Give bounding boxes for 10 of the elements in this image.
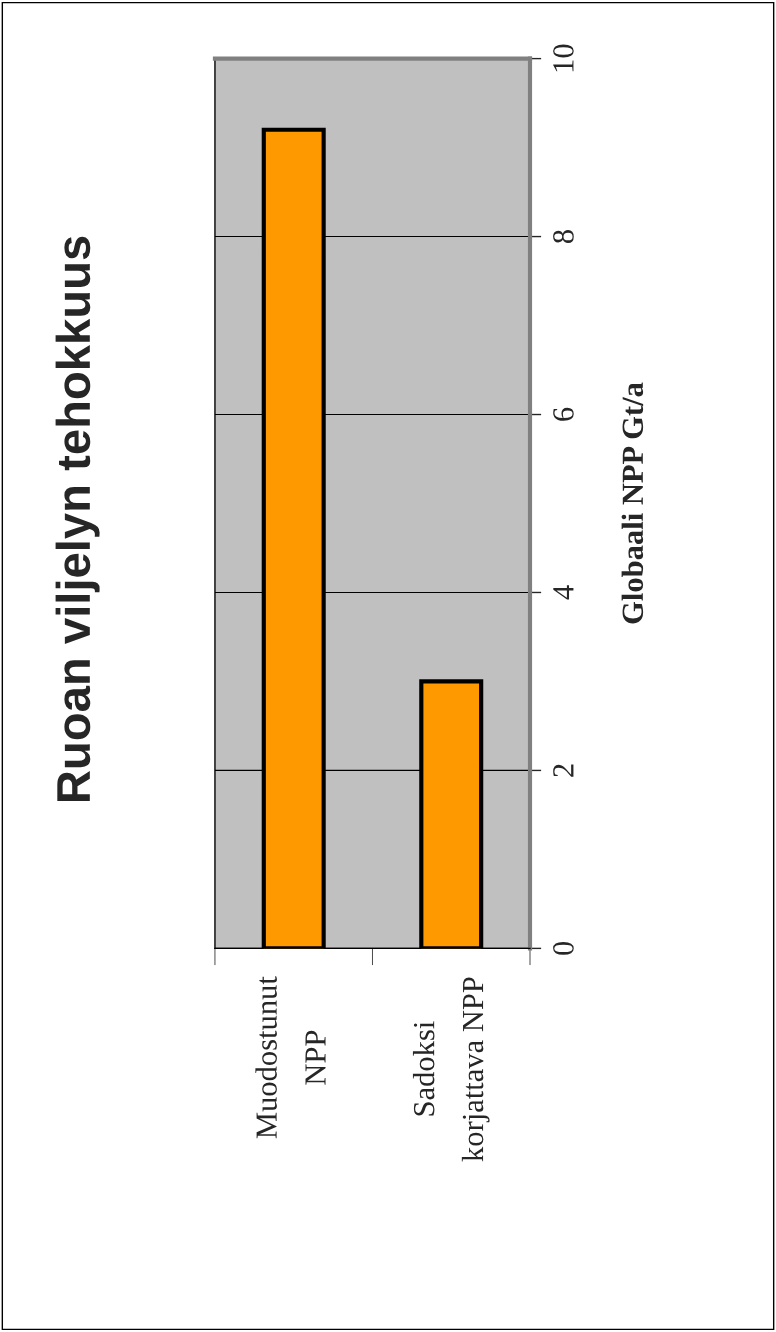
x-tick-label: Muodostunut NPP <box>255 976 326 1139</box>
y-axis-title: Globaali NPP Gt/a <box>621 382 644 624</box>
y-tick-label: 4 <box>553 585 574 600</box>
y-tick-label: 8 <box>553 230 574 244</box>
y-tick-label: 10 <box>553 44 574 72</box>
text: Ruoan viljelyn tehokkuus <box>55 236 100 801</box>
y-tick-label: 6 <box>553 407 574 421</box>
y-tick-label: 2 <box>553 764 574 777</box>
y-tick-label: 0 <box>553 941 574 955</box>
x-tick-label: Sadoksi korjattava NPP <box>412 977 490 1162</box>
